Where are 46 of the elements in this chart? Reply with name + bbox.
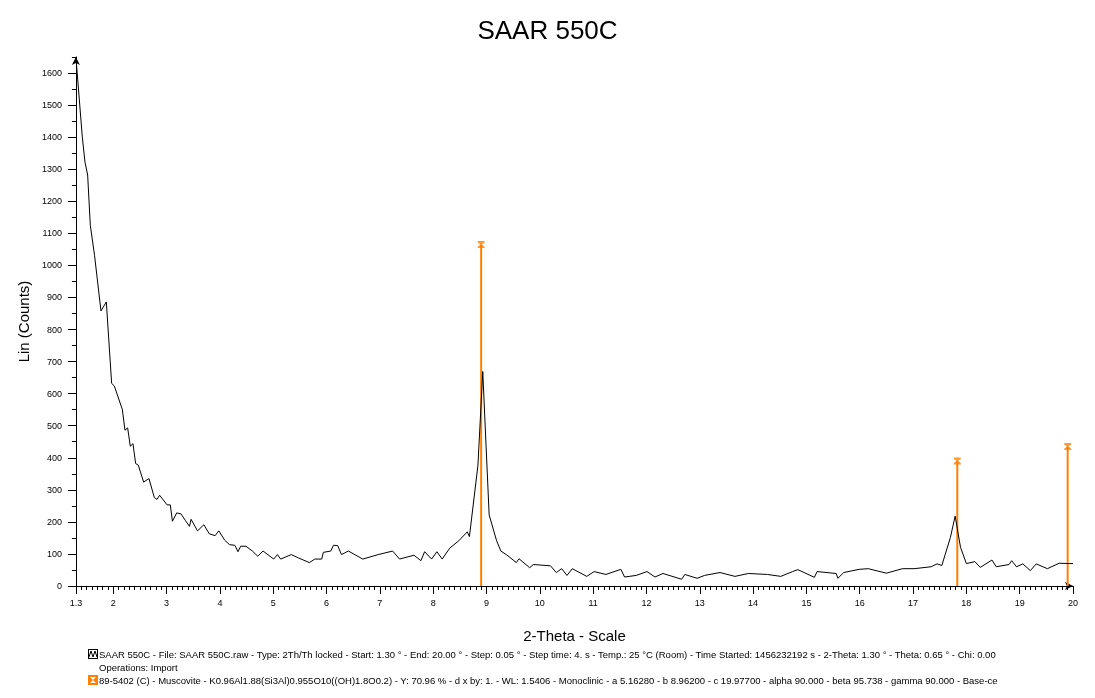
x-axis-title: 2-Theta - Scale bbox=[523, 627, 626, 644]
x-tick-label: 7 bbox=[377, 597, 383, 608]
y-tick-label: 1000 bbox=[41, 260, 62, 271]
x-tick-label: 16 bbox=[854, 597, 865, 608]
y-tick-label: 500 bbox=[46, 420, 62, 431]
x-tick-label: 15 bbox=[801, 597, 812, 608]
chart-title: SAAR 550C bbox=[477, 15, 618, 45]
text: SAAR 550C - File: SAAR 550C.raw - Type: 2Th/Th locked - Start: 1.30 ° - End: 20.00 ° - Step: 0.05 ° - Step time: 4. s - Temp.: 25 °C (Room) - Time Started: 1456232192 s - 2-Theta: 1.30 ° - Theta: 0.65 ° - Chi: 0.00 bbox=[99, 649, 996, 660]
x-tick-label: 10 bbox=[534, 597, 545, 608]
y-tick-label: 1100 bbox=[42, 228, 62, 239]
y-tick-label: 200 bbox=[46, 516, 62, 527]
x-tick-label: 9 bbox=[483, 597, 489, 608]
x-tick-label: 14 bbox=[748, 597, 759, 608]
x-tick-label: 4 bbox=[217, 597, 223, 608]
y-tick-label: 600 bbox=[46, 388, 62, 399]
y-tick-label: 1300 bbox=[41, 164, 62, 175]
text: 89-5402 (C) - Muscovite - K0.96Al1.88(Si3Al)0.955O10((OH)1.8O0.2) - Y: 70.96 % - d x by: 1. - WL: 1.5406 - Monoclinic - a 5.16280 - b 8.96200 - c 19.97700 - alpha 90.000 - beta 95.738 - gamma 90.000 - Base-ce bbox=[99, 675, 998, 686]
y-tick-label: 1200 bbox=[41, 196, 62, 207]
y-tick-label: 700 bbox=[46, 356, 62, 367]
y-tick-label: 800 bbox=[46, 324, 62, 335]
point bbox=[477, 241, 485, 249]
y-axis-title: Lin (Counts) bbox=[15, 280, 32, 363]
x-tick-label: 20 bbox=[1067, 597, 1079, 608]
x-tick-label: 19 bbox=[1014, 597, 1025, 608]
point bbox=[1064, 443, 1072, 451]
y-tick-label: 300 bbox=[46, 484, 62, 495]
y-tick-label: 100 bbox=[46, 548, 62, 559]
x-tick-label: 6 bbox=[324, 597, 330, 608]
point bbox=[953, 457, 961, 465]
y-tick-label: 1400 bbox=[41, 132, 62, 143]
x-tick-label: 8 bbox=[430, 597, 436, 608]
x-tick-label: 2 bbox=[110, 597, 116, 608]
x-tick-label: 5 bbox=[270, 597, 276, 608]
y-tick-label: 0 bbox=[56, 581, 62, 591]
x-tick-label: 18 bbox=[961, 597, 972, 608]
x-tick-label: 11 bbox=[588, 597, 598, 608]
y-tick-label: 400 bbox=[46, 452, 62, 463]
y-tick-label: 1600 bbox=[41, 68, 62, 79]
x-tick-label: 13 bbox=[694, 597, 705, 608]
text: Operations: Import bbox=[99, 662, 178, 673]
x-tick-label: 1.3 bbox=[69, 597, 83, 608]
y-tick-label: 1500 bbox=[41, 100, 62, 111]
x-tick-label: 17 bbox=[908, 597, 919, 608]
x-tick-label: 3 bbox=[164, 597, 170, 608]
y-tick-label: 900 bbox=[46, 292, 62, 303]
x-tick-label: 12 bbox=[641, 597, 652, 608]
